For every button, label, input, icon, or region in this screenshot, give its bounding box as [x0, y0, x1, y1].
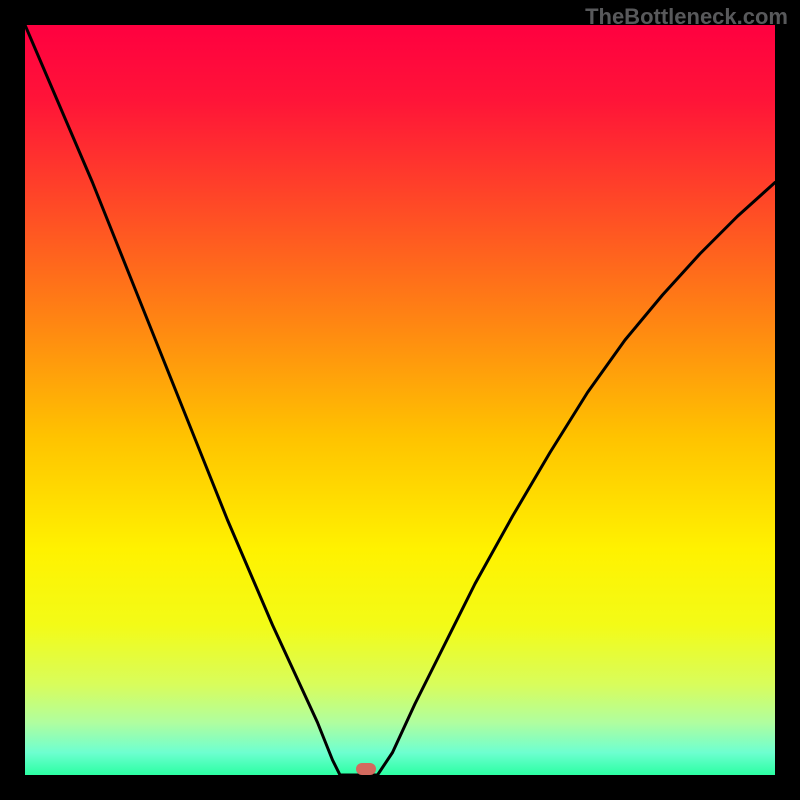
gradient-background	[25, 25, 775, 775]
plot-area	[25, 25, 775, 775]
optimum-marker	[356, 763, 376, 775]
curve-svg	[25, 25, 775, 775]
chart-container: TheBottleneck.com	[0, 0, 800, 800]
watermark-text: TheBottleneck.com	[585, 4, 788, 30]
